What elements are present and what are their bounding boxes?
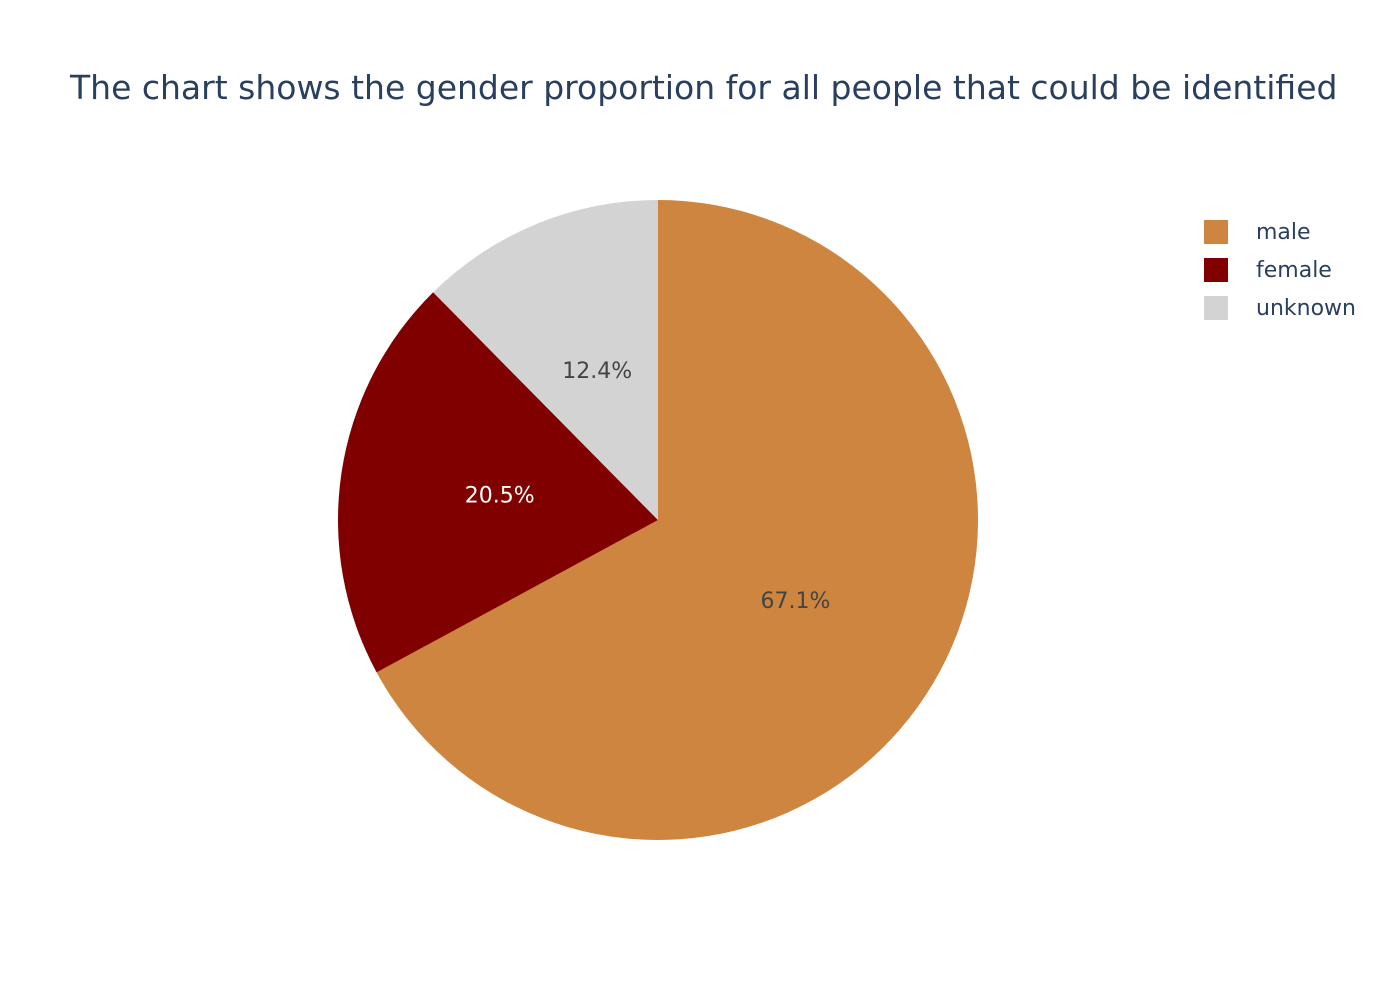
legend-label-female: female [1256, 257, 1332, 283]
legend[interactable]: male female unknown [1204, 213, 1356, 327]
slice-label-female: 20.5% [465, 483, 535, 508]
legend-swatch-unknown [1204, 296, 1228, 320]
slice-label-male: 67.1% [761, 589, 831, 614]
legend-item-male[interactable]: male [1204, 213, 1356, 251]
slice-label-unknown: 12.4% [562, 359, 632, 384]
pie-slice-unknown[interactable] [433, 200, 658, 520]
legend-label-unknown: unknown [1256, 295, 1356, 321]
legend-item-unknown[interactable]: unknown [1204, 289, 1356, 327]
pie-slice-male[interactable] [376, 200, 979, 840]
chart-title: The chart shows the gender proportion fo… [70, 68, 1338, 107]
legend-item-female[interactable]: female [1204, 251, 1356, 289]
legend-swatch-male [1204, 220, 1228, 244]
legend-label-male: male [1256, 219, 1311, 245]
legend-swatch-female [1204, 258, 1228, 282]
pie-slice-female[interactable] [338, 292, 658, 673]
